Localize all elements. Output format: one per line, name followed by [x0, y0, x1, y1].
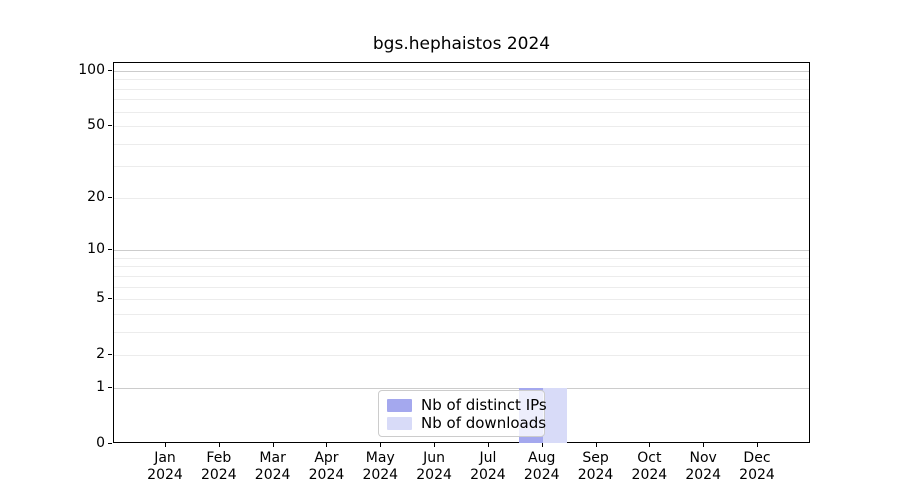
legend-label: Nb of downloads: [421, 414, 547, 432]
y-tick-label: 0: [96, 435, 105, 451]
x-tick-label: Nov 2024: [685, 450, 721, 483]
x-tick-mark: [649, 443, 651, 447]
y-gridline-minor: [114, 111, 809, 113]
x-tick-mark: [434, 443, 436, 447]
y-gridline-major: [114, 250, 809, 252]
x-tick-mark: [756, 443, 758, 447]
x-tick-label: Oct 2024: [631, 450, 668, 483]
x-tick-label: May 2024: [362, 450, 399, 483]
x-tick-mark: [487, 443, 489, 447]
x-tick-label: Dec 2024: [739, 450, 775, 483]
y-tick-mark: [108, 298, 112, 300]
y-tick-mark: [108, 386, 112, 388]
y-tick-label: 50: [87, 117, 105, 134]
y-gridline-minor: [114, 143, 809, 145]
y-gridline-minor: [114, 299, 809, 301]
y-tick-label: 1: [96, 378, 105, 395]
y-tick-mark: [108, 354, 112, 356]
y-gridline-major: [114, 71, 809, 72]
x-tick-label: Aug 2024: [523, 450, 560, 483]
y-gridline-minor: [114, 126, 809, 128]
y-tick-label: 2: [96, 346, 105, 363]
legend-item: Nb of downloads: [387, 414, 546, 432]
bar-downloads: [542, 387, 567, 443]
x-tick-label: Apr 2024: [308, 450, 345, 483]
x-tick-mark: [326, 443, 328, 447]
y-gridline-minor: [114, 331, 809, 333]
x-tick-mark: [272, 443, 274, 447]
y-tick-mark: [108, 196, 112, 198]
y-tick-mark: [108, 249, 112, 251]
legend-item: Nb of distinct IPs: [387, 396, 547, 414]
x-tick-label: Feb 2024: [200, 450, 237, 483]
y-tick-mark: [108, 70, 112, 71]
y-gridline-minor: [114, 313, 809, 315]
y-gridline-minor: [114, 88, 809, 90]
y-gridline-minor: [114, 79, 809, 81]
legend-label: Nb of distinct IPs: [421, 396, 547, 414]
x-tick-mark: [218, 443, 220, 447]
x-tick-label: Jan 2024: [147, 450, 183, 483]
y-gridline-minor: [114, 99, 809, 101]
x-tick-mark: [380, 443, 382, 447]
y-gridline-minor: [114, 166, 809, 168]
y-gridline-minor: [114, 257, 809, 259]
y-gridline-minor: [114, 275, 809, 277]
x-tick-label: Jul 2024: [470, 450, 506, 483]
x-tick-label: Jun 2024: [416, 450, 452, 483]
x-tick-mark: [541, 443, 543, 447]
chart-title: bgs.hephaistos 2024: [372, 34, 551, 54]
y-tick-label: 100: [78, 62, 105, 78]
legend: Nb of distinct IPs Nb of downloads: [378, 390, 547, 437]
x-tick-label: Sep 2024: [577, 450, 614, 483]
x-tick-mark: [595, 443, 597, 447]
y-tick-label: 10: [87, 241, 105, 258]
x-tick-label: Mar 2024: [254, 450, 291, 483]
legend-swatch-downloads: [387, 416, 412, 430]
x-tick-mark: [703, 443, 705, 447]
y-gridline-major: [114, 387, 809, 389]
y-gridline-minor: [114, 355, 809, 357]
y-gridline-minor: [114, 286, 809, 288]
y-gridline-minor: [114, 266, 809, 268]
y-tick-label: 5: [96, 290, 105, 307]
y-tick-mark: [108, 125, 112, 127]
legend-swatch-distinct-ips: [387, 398, 412, 412]
y-tick-mark: [108, 443, 112, 444]
y-tick-label: 20: [87, 188, 105, 205]
x-tick-mark: [165, 443, 166, 447]
plot-area: [113, 62, 810, 443]
y-gridline-minor: [114, 197, 809, 199]
